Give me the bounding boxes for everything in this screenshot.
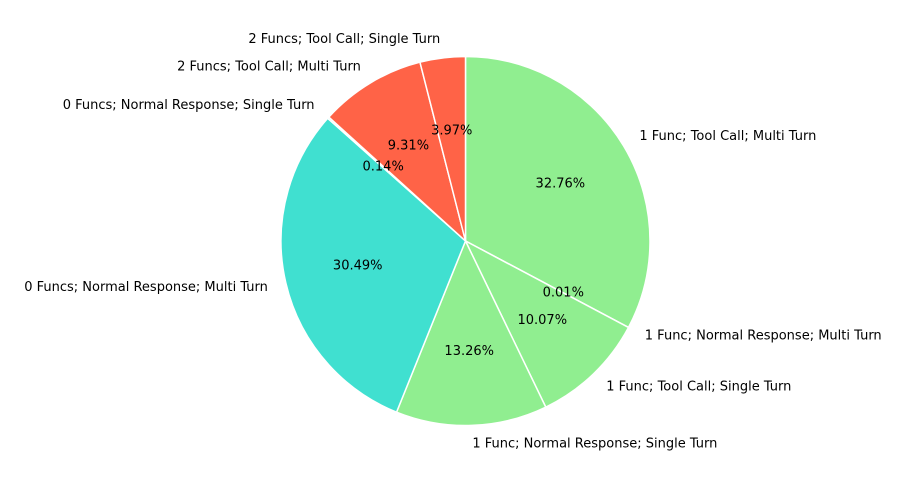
slice-percent-label: 10.07% — [517, 313, 567, 328]
slice-percent-label: 13.26% — [444, 344, 494, 359]
slice-percent-label: 30.49% — [333, 259, 383, 274]
slice-label: 0 Funcs; Normal Response; Multi Turn — [24, 280, 268, 295]
slice-percent-label: 9.31% — [388, 139, 429, 154]
slice-label: 1 Func; Tool Call; Multi Turn — [639, 129, 816, 144]
slice-label: 1 Func; Normal Response; Multi Turn — [645, 329, 882, 344]
pie-slice — [464, 55, 651, 329]
pie-slice — [463, 239, 630, 409]
slice-percent-label: 3.97% — [431, 124, 472, 139]
slice-percent-label: 0.01% — [543, 285, 584, 300]
slice-label: 1 Func; Normal Response; Single Turn — [472, 436, 717, 451]
slice-percent-label: 32.76% — [536, 176, 586, 191]
slice-label: 0 Funcs; Normal Response; Single Turn — [63, 98, 315, 113]
pie-slice — [419, 55, 467, 242]
pie-slice — [280, 117, 467, 414]
slice-percent-label: 0.14% — [363, 160, 404, 175]
slice-label: 1 Func; Tool Call; Single Turn — [606, 380, 791, 395]
pie-slice — [395, 239, 547, 427]
slice-label: 2 Funcs; Tool Call; Single Turn — [248, 32, 440, 47]
slice-label: 2 Funcs; Tool Call; Multi Turn — [177, 60, 361, 75]
